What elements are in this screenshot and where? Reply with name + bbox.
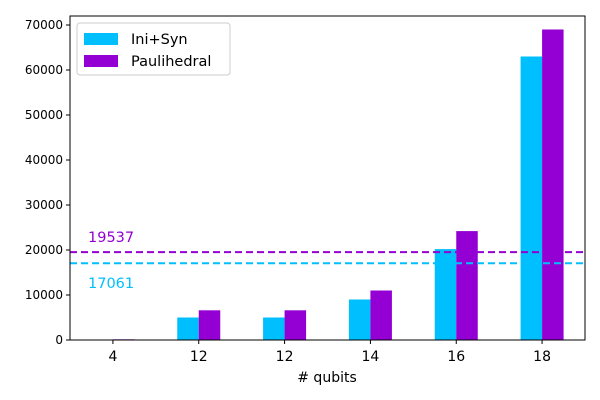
x-tick-label-0: 4	[108, 349, 117, 365]
bar-paulihedral-5	[542, 29, 564, 340]
y-tick-label-20000: 20000	[25, 243, 63, 257]
bar-paulihedral-3	[370, 290, 392, 340]
legend-swatch-1	[84, 55, 118, 67]
y-tick-label-60000: 60000	[25, 63, 63, 77]
legend-label-1: Paulihedral	[131, 54, 211, 70]
y-tick-label-10000: 10000	[25, 288, 63, 302]
y-tick-label-40000: 40000	[25, 153, 63, 167]
y-tick-label-0: 0	[55, 333, 63, 347]
reference-line-label-1: 17061	[88, 276, 134, 292]
x-tick-label-3: 14	[362, 349, 380, 365]
bar-ini-syn-1	[177, 317, 199, 340]
plot-area: 19537 17061	[70, 29, 585, 340]
x-tick-label-1: 12	[190, 349, 208, 365]
bar-paulihedral-2	[284, 310, 307, 340]
x-axis-title: # qubits	[297, 370, 357, 386]
bar-ini-syn-5	[520, 56, 543, 340]
bar-ini-syn-4	[434, 249, 457, 340]
y-tick-label-30000: 30000	[25, 198, 63, 212]
legend-swatch-0	[84, 33, 118, 45]
bar-paulihedral-4	[456, 231, 478, 340]
axes: 0 10000 20000 30000 40000 50000 60000 70000 4 12 1…	[25, 15, 586, 365]
bar-ini-syn-3	[348, 299, 371, 340]
y-tick-label-70000: 70000	[25, 18, 63, 32]
bar-ini-syn-2	[263, 317, 285, 340]
x-tick-label-4: 16	[447, 349, 465, 365]
legend: Ini+Syn Paulihedral	[76, 22, 231, 76]
legend-label-0: Ini+Syn	[131, 32, 188, 48]
x-tick-label-2: 12	[276, 349, 294, 365]
bar-paulihedral-1	[198, 310, 221, 340]
x-tick-label-5: 18	[533, 349, 551, 365]
y-tick-label-50000: 50000	[25, 108, 63, 122]
reference-line-label-0: 19537	[88, 230, 134, 246]
plot-frame	[69, 15, 586, 341]
